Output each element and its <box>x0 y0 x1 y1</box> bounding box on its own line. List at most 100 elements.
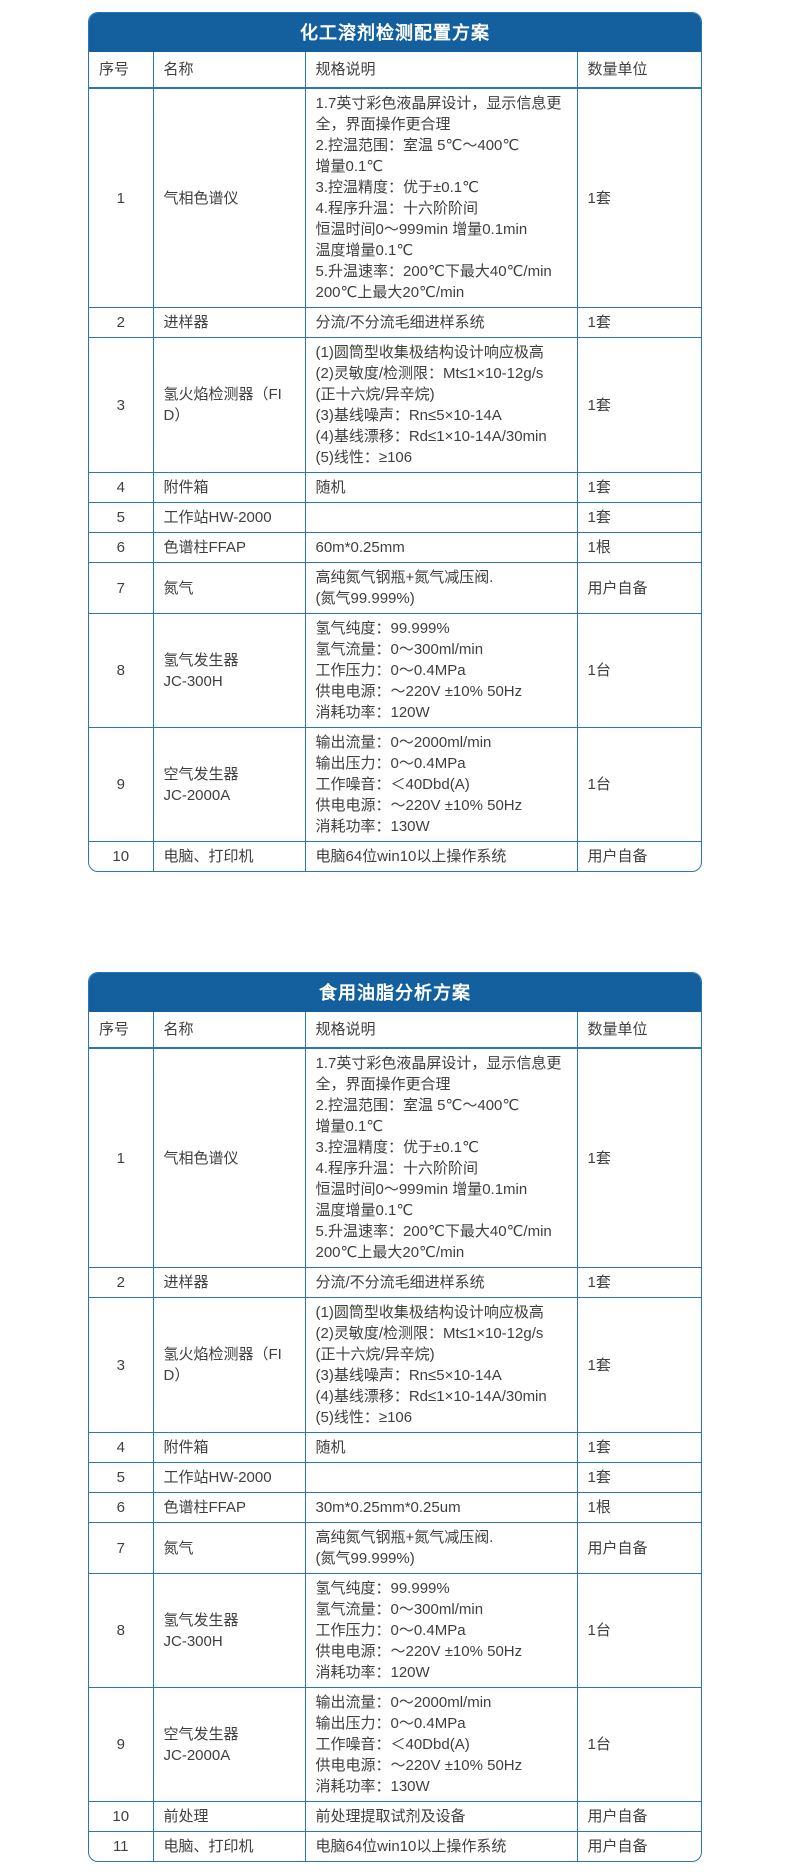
cell-qty: 1套 <box>576 307 701 338</box>
cell-name: 工作站HW-2000 <box>152 1462 305 1493</box>
cell-spec: 输出流量：0～2000ml/min 输出压力：0～0.4MPa 工作噪音：＜40… <box>304 727 577 842</box>
cell-spec: 1.7英寸彩色液晶屏设计，显示信息更全，界面操作更合理 2.控温范围：室温 5℃… <box>304 1048 577 1268</box>
cell-qty: 1台 <box>576 1687 701 1802</box>
cell-qty: 用户自备 <box>576 841 701 871</box>
cell-no: 1 <box>116 189 125 207</box>
cell-no: 10 <box>89 841 153 871</box>
cell-name: 工作站HW-2000 <box>152 502 305 533</box>
cell-qty: 1台 <box>576 1573 701 1688</box>
table-row: 3 氢火焰检测器（FID） (1)圆筒型收集极结构设计响应极高 (2)灵敏度/检测限… <box>89 337 701 473</box>
table-header-row: 序号 名称 规格说明 数量单位 <box>89 1012 701 1049</box>
column-header-no: 序号 <box>89 1012 153 1049</box>
cell-name: 电脑、打印机 <box>152 841 305 871</box>
cell-no: 5 <box>89 502 153 533</box>
table-row: 4 附件箱 随机 1套 <box>89 472 701 503</box>
table-row: 6 色谱柱FFAP 30m*0.25mm*0.25um 1根 <box>89 1492 701 1523</box>
cell-name: 氢气发生器 JC-300H <box>152 1573 305 1688</box>
table-row: 2 进样器 分流/不分流毛细进样系统 1套 <box>89 307 701 338</box>
cell-name: 空气发生器 JC-2000A <box>152 1687 305 1802</box>
cell-spec: 随机 <box>304 472 577 503</box>
table-row: 11 电脑、打印机 电脑64位win10以上操作系统 用户自备 <box>89 1831 701 1861</box>
table-title: 食用油脂分析方案 <box>89 973 701 1012</box>
cell-no: 1 <box>116 1149 125 1167</box>
cell-spec: (1)圆筒型收集极结构设计响应极高 (2)灵敏度/检测限：Mt≤1×10-12g… <box>304 337 577 473</box>
table-row: 3 氢火焰检测器（FID） (1)圆筒型收集极结构设计响应极高 (2)灵敏度/检测限… <box>89 1297 701 1433</box>
table-row: 1 气相色谱仪 1.7英寸彩色液晶屏设计，显示信息更全，界面操作更合理 2.控温范围… <box>89 1048 701 1268</box>
cell-name: 氢火焰检测器（FID） <box>152 337 305 473</box>
cell-name: 气相色谱仪 <box>152 1048 305 1268</box>
cell-no: 3 <box>89 1297 153 1433</box>
cell-name: 氮气 <box>152 562 305 614</box>
cell-spec <box>304 1462 577 1493</box>
cell-qty: 1套 <box>576 88 701 308</box>
cell-name: 电脑、打印机 <box>152 1831 305 1861</box>
cell-qty: 1套 <box>576 1267 701 1298</box>
cell-qty: 1套 <box>576 1432 701 1463</box>
spec-table: 序号 名称 规格说明 数量单位 1 气相色谱仪 1.7英寸彩色液晶屏设计，显示信息更… <box>89 1012 701 1861</box>
table-row: 10 电脑、打印机 电脑64位win10以上操作系统 用户自备 <box>89 841 701 871</box>
column-header-name: 名称 <box>152 52 305 89</box>
column-header-qty: 数量单位 <box>576 1012 701 1049</box>
cell-name: 氢气发生器 JC-300H <box>152 613 305 728</box>
table-row: 1 气相色谱仪 1.7英寸彩色液晶屏设计，显示信息更全，界面操作更合理 2.控温范围… <box>89 88 701 308</box>
cell-name: 前处理 <box>152 1801 305 1832</box>
column-header-spec: 规格说明 <box>304 1012 577 1049</box>
column-header-spec: 规格说明 <box>304 52 577 89</box>
cell-qty: 1根 <box>576 532 701 563</box>
cell-qty: 1台 <box>576 613 701 728</box>
cell-spec: 氢气纯度：99.999% 氢气流量：0～300ml/min 工作压力：0～0.4… <box>304 613 577 728</box>
table-row: 8 氢气发生器 JC-300H 氢气纯度：99.999% 氢气流量：0～300ml/… <box>89 613 701 728</box>
table-row: 9 空气发生器 JC-2000A 输出流量：0～2000ml/min 输出压力：0～… <box>89 727 701 842</box>
cell-no: 9 <box>89 727 153 842</box>
cell-no: 9 <box>89 1687 153 1802</box>
cell-no: 2 <box>89 1267 153 1298</box>
table-row: 7 氮气 高纯氮气钢瓶+氮气减压阀. (氮气99.999%) 用户自备 <box>89 562 701 614</box>
table-row: 2 进样器 分流/不分流毛细进样系统 1套 <box>89 1267 701 1298</box>
cell-qty: 用户自备 <box>576 1831 701 1861</box>
cell-qty: 1套 <box>576 1048 701 1268</box>
cell-qty: 1套 <box>576 337 701 473</box>
cell-qty: 用户自备 <box>576 562 701 614</box>
cell-spec: 输出流量：0～2000ml/min 输出压力：0～0.4MPa 工作噪音：＜40… <box>304 1687 577 1802</box>
cell-name: 附件箱 <box>152 472 305 503</box>
cell-qty: 用户自备 <box>576 1522 701 1574</box>
cell-no: 8 <box>89 1573 153 1688</box>
cell-name: 氢火焰检测器（FID） <box>152 1297 305 1433</box>
column-header-no: 序号 <box>89 52 153 89</box>
cell-spec: 高纯氮气钢瓶+氮气减压阀. (氮气99.999%) <box>304 562 577 614</box>
cell-name: 氮气 <box>152 1522 305 1574</box>
cell-spec: 1.7英寸彩色液晶屏设计，显示信息更全，界面操作更合理 2.控温范围：室温 5℃… <box>304 88 577 308</box>
cell-spec: (1)圆筒型收集极结构设计响应极高 (2)灵敏度/检测限：Mt≤1×10-12g… <box>304 1297 577 1433</box>
table-row: 6 色谱柱FFAP 60m*0.25mm 1根 <box>89 532 701 563</box>
cell-qty: 1套 <box>576 1297 701 1433</box>
cell-spec: 60m*0.25mm <box>304 532 577 563</box>
cell-no: 8 <box>89 613 153 728</box>
column-header-name: 名称 <box>152 1012 305 1049</box>
cell-name: 进样器 <box>152 1267 305 1298</box>
cell-no: 2 <box>89 307 153 338</box>
table-row: 7 氮气 高纯氮气钢瓶+氮气减压阀. (氮气99.999%) 用户自备 <box>89 1522 701 1574</box>
table-header-row: 序号 名称 规格说明 数量单位 <box>89 52 701 89</box>
spec-table: 序号 名称 规格说明 数量单位 1 气相色谱仪 1.7英寸彩色液晶屏设计，显示信息更… <box>89 52 701 871</box>
table-row: 9 空气发生器 JC-2000A 输出流量：0～2000ml/min 输出压力：0～… <box>89 1687 701 1802</box>
cell-spec: 随机 <box>304 1432 577 1463</box>
table-row: 5 工作站HW-2000 1套 <box>89 1462 701 1493</box>
cell-no: 4 <box>89 472 153 503</box>
table-title: 化工溶剂检测配置方案 <box>89 13 701 52</box>
table-row: 10 前处理 前处理提取试剂及设备 用户自备 <box>89 1801 701 1832</box>
cell-no: 5 <box>89 1462 153 1493</box>
table-row: 5 工作站HW-2000 1套 <box>89 502 701 533</box>
cell-spec: 电脑64位win10以上操作系统 <box>304 1831 577 1861</box>
cell-no: 7 <box>89 1522 153 1574</box>
cell-qty: 1套 <box>576 1462 701 1493</box>
table-row: 8 氢气发生器 JC-300H 氢气纯度：99.999% 氢气流量：0～300ml/… <box>89 1573 701 1688</box>
cell-qty: 用户自备 <box>576 1801 701 1832</box>
cell-no: 3 <box>89 337 153 473</box>
cell-name: 色谱柱FFAP <box>152 532 305 563</box>
cell-spec: 分流/不分流毛细进样系统 <box>304 1267 577 1298</box>
table-chemical-solvent-plan: 化工溶剂检测配置方案 序号 名称 规格说明 数量单位 1 气相色谱仪 1.7英寸彩色… <box>88 12 702 872</box>
cell-name: 进样器 <box>152 307 305 338</box>
cell-spec: 高纯氮气钢瓶+氮气减压阀. (氮气99.999%) <box>304 1522 577 1574</box>
cell-name: 气相色谱仪 <box>152 88 305 308</box>
